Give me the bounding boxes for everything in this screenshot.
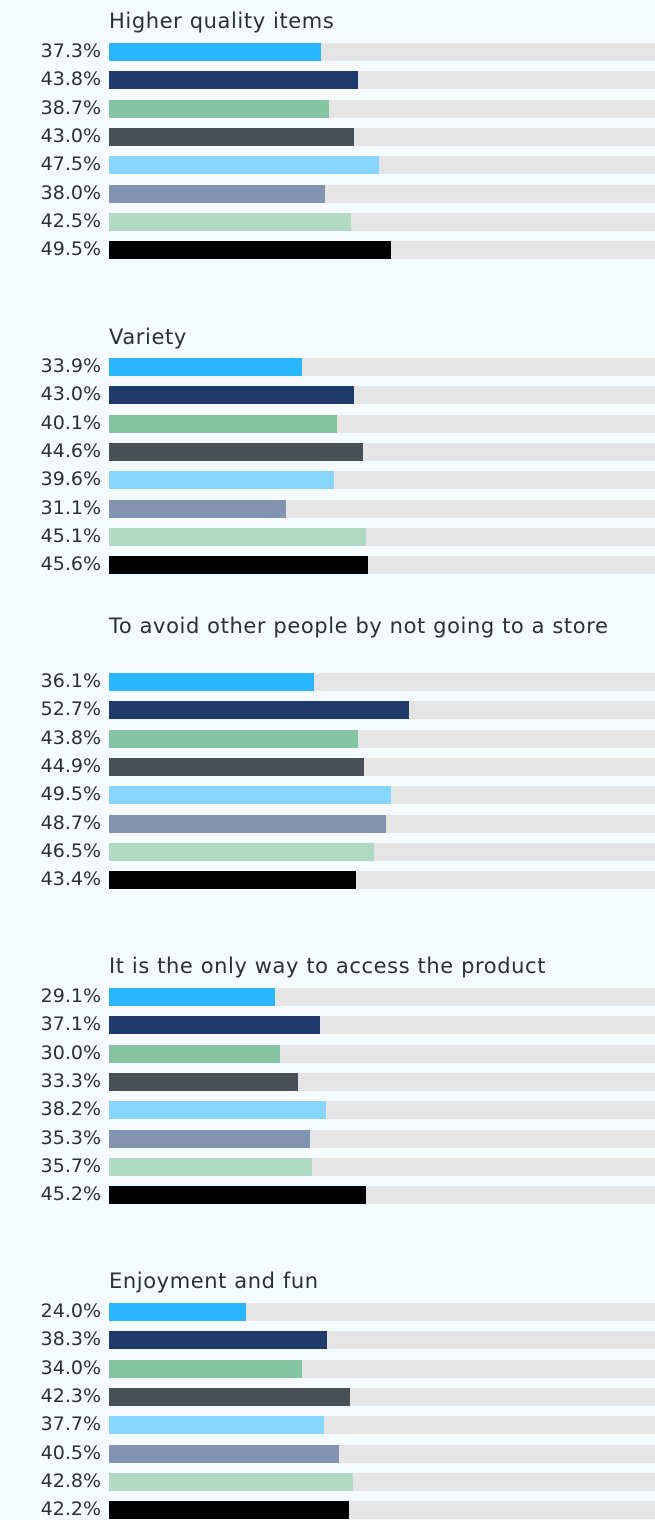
value-label: 31.1% xyxy=(40,496,101,519)
bar xyxy=(109,156,380,175)
bar xyxy=(109,499,286,518)
bar xyxy=(109,184,326,203)
bar xyxy=(109,1444,340,1463)
bar xyxy=(109,814,387,833)
bar xyxy=(109,127,354,146)
bar xyxy=(109,729,359,748)
bar xyxy=(109,1157,313,1176)
bar xyxy=(109,386,354,405)
value-label: 33.9% xyxy=(40,355,101,377)
bar xyxy=(109,1101,327,1120)
value-label: 45.2% xyxy=(40,1183,101,1206)
value-label: 33.3% xyxy=(40,1069,101,1092)
bar xyxy=(109,358,302,376)
value-label: 24.0% xyxy=(40,1300,101,1322)
bar xyxy=(109,988,275,1006)
bar xyxy=(109,471,335,490)
bar xyxy=(109,1472,353,1491)
bar xyxy=(109,527,366,546)
bar xyxy=(109,1416,324,1435)
value-label: 44.6% xyxy=(40,439,101,462)
bar xyxy=(109,1016,321,1035)
bar xyxy=(109,871,356,890)
bar xyxy=(109,1072,299,1091)
value-label: 38.2% xyxy=(40,1098,101,1121)
bar xyxy=(109,1359,303,1378)
bar xyxy=(109,1387,350,1406)
value-label: 49.5% xyxy=(40,238,101,261)
bar xyxy=(109,786,391,805)
value-label: 42.3% xyxy=(40,1384,101,1407)
bar xyxy=(109,1129,310,1148)
bar xyxy=(109,241,391,260)
bar xyxy=(109,414,338,433)
value-label: 43.0% xyxy=(40,124,101,147)
value-label: 30.0% xyxy=(40,1041,101,1064)
value-label: 46.5% xyxy=(40,839,101,862)
value-label: 43.0% xyxy=(40,383,101,406)
bar xyxy=(109,442,363,461)
value-label: 35.3% xyxy=(40,1126,101,1149)
group-title: Higher quality items xyxy=(109,9,335,33)
value-label: 40.1% xyxy=(40,411,101,434)
value-label: 36.1% xyxy=(40,670,101,692)
value-label: 38.7% xyxy=(40,96,101,119)
value-label: 42.8% xyxy=(40,1469,101,1492)
value-label: 42.5% xyxy=(40,209,101,232)
value-label: 38.0% xyxy=(40,181,101,204)
bar xyxy=(109,556,369,575)
value-label: 43.4% xyxy=(40,868,101,891)
value-label: 42.2% xyxy=(40,1498,101,1520)
value-label: 45.1% xyxy=(40,524,101,547)
value-label: 37.3% xyxy=(40,40,101,62)
bar xyxy=(109,757,365,776)
value-label: 34.0% xyxy=(40,1356,101,1379)
bar xyxy=(109,1186,367,1205)
value-label: 48.7% xyxy=(40,811,101,834)
bar xyxy=(109,1044,280,1063)
bar xyxy=(109,673,315,691)
bar xyxy=(109,701,409,720)
group-title: It is the only way to access the product xyxy=(109,954,547,978)
value-label: 35.7% xyxy=(40,1154,101,1177)
value-label: 29.1% xyxy=(40,985,101,1007)
value-label: 44.9% xyxy=(40,754,101,777)
bar xyxy=(109,1303,246,1321)
bar xyxy=(109,71,359,90)
value-label: 49.5% xyxy=(40,783,101,806)
value-label: 43.8% xyxy=(40,726,101,749)
value-label: 39.6% xyxy=(40,468,101,491)
value-label: 38.3% xyxy=(40,1328,101,1351)
group-title: Variety xyxy=(109,325,187,349)
value-label: 37.1% xyxy=(40,1013,101,1036)
bar xyxy=(109,842,374,861)
value-label: 43.8% xyxy=(40,68,101,91)
value-label: 52.7% xyxy=(40,698,101,721)
bar xyxy=(109,99,330,118)
bar xyxy=(109,1501,350,1520)
group-title: Enjoyment and fun xyxy=(109,1269,319,1293)
value-label: 45.6% xyxy=(40,553,101,576)
bar xyxy=(109,212,351,231)
group-title: To avoid other people by not going to a … xyxy=(109,614,609,638)
bar xyxy=(109,43,322,61)
value-label: 47.5% xyxy=(40,153,101,176)
value-label: 37.7% xyxy=(40,1413,101,1436)
bar xyxy=(109,1331,327,1350)
value-label: 40.5% xyxy=(40,1441,101,1464)
